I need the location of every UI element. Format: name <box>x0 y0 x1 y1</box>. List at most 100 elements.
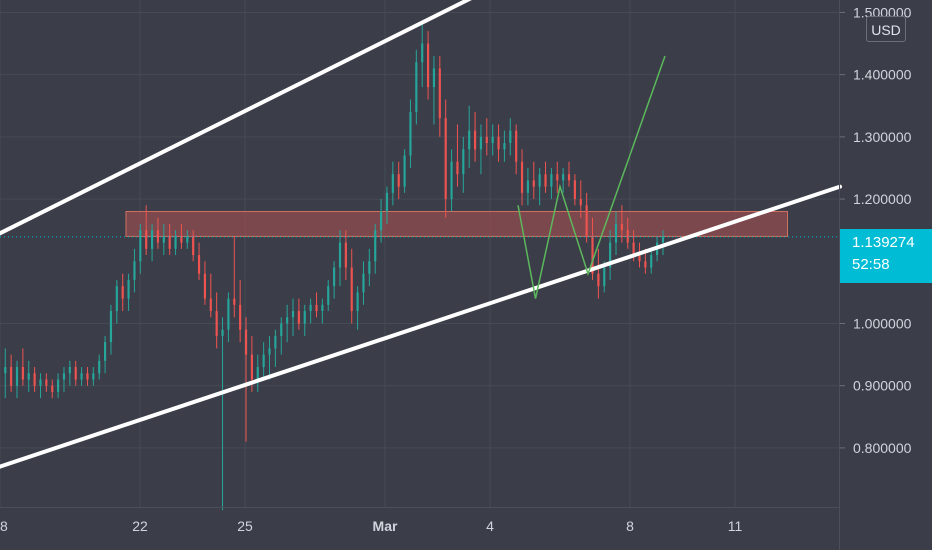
candle-body-up <box>479 136 483 150</box>
time-axis[interactable]: 18 22 25 Mar 4 8 11 <box>0 518 742 534</box>
candle-body-up <box>432 68 436 88</box>
resistance-zone <box>125 211 788 237</box>
candle-body-up <box>62 373 66 380</box>
candle-body-down <box>180 236 183 243</box>
candle-body-up <box>562 174 565 181</box>
candle-body-up <box>526 180 529 193</box>
candle-body-down <box>644 261 647 268</box>
candle-body-up <box>262 354 265 368</box>
y-tick-label: 1.400000 <box>853 67 912 83</box>
candle-body-up <box>650 255 653 268</box>
candle-body-up <box>256 367 259 380</box>
candle-body-up <box>462 149 465 175</box>
candle-body-down <box>456 161 459 175</box>
candle-body-down <box>497 136 500 150</box>
candle-body-up <box>327 286 330 305</box>
candle-body-up <box>103 342 107 361</box>
candle-body-down <box>215 311 218 336</box>
candle-body-down <box>10 367 13 386</box>
candle-body-up <box>303 311 306 324</box>
candle-body-up <box>391 174 394 193</box>
candle-body-down <box>74 367 77 380</box>
candle-body-up <box>268 348 271 355</box>
candle-body-down <box>632 242 635 256</box>
candle-body-down <box>192 236 195 256</box>
candle-body-up <box>368 261 371 274</box>
candle-body-down <box>397 174 400 187</box>
y-tick-label: 1.000000 <box>853 315 912 331</box>
candle-body-up <box>162 236 165 243</box>
candle-body-up <box>115 286 118 312</box>
candle-body-down <box>626 230 629 243</box>
candle-body-down <box>444 118 447 200</box>
currency-button[interactable]: USD <box>866 16 906 42</box>
candle-body-up <box>421 43 424 63</box>
candle-body-up <box>57 379 60 392</box>
candle-layer <box>4 24 665 511</box>
candle-body-up <box>80 373 83 380</box>
candle-body-down <box>121 286 124 299</box>
candle-body-up <box>509 130 512 144</box>
candle-body-up <box>450 161 453 200</box>
candle-body-up <box>133 261 136 280</box>
candle-body-down <box>426 43 430 88</box>
x-tick-label: 25 <box>237 518 253 534</box>
x-tick-label: Mar <box>373 518 398 534</box>
x-tick-label: 8 <box>626 518 634 534</box>
y-tick-label: 0.800000 <box>853 440 912 456</box>
projection-path <box>517 55 666 299</box>
channel-lower-line <box>0 184 842 469</box>
candle-body-up <box>468 130 471 150</box>
candle-body-down <box>197 255 201 274</box>
candle-body-down <box>591 236 594 274</box>
candle-body-up <box>186 236 189 243</box>
candle-body-down <box>473 130 477 150</box>
y-tick-label: 1.200000 <box>853 191 912 207</box>
candle-body-up <box>550 174 553 187</box>
candle-body-up <box>109 311 113 343</box>
candle-body-down <box>638 255 641 262</box>
candle-body-up <box>15 367 19 386</box>
candle-body-up <box>291 311 295 318</box>
candle-body-down <box>145 230 148 249</box>
candle-body-down <box>532 180 535 187</box>
candle-body-up <box>333 267 336 287</box>
candle-body-down <box>567 174 571 181</box>
candle-body-up <box>491 136 494 144</box>
candle-body-down <box>239 304 242 330</box>
candle-body-up <box>98 360 101 374</box>
candle-body-up <box>403 155 406 187</box>
y-tick-label: 0.900000 <box>853 378 912 394</box>
candle-body-down <box>250 354 253 380</box>
candle-body-down <box>597 273 600 287</box>
grid-layer <box>0 0 840 507</box>
price-axis[interactable]: 1.5000001.4000001.3000001.2000001.000000… <box>840 4 912 456</box>
last-price-value: 1.139274 <box>852 234 915 251</box>
candle-body-down <box>168 236 171 249</box>
candle-body-down <box>579 199 582 206</box>
candle-body-down <box>585 205 588 237</box>
candle-body-up <box>356 292 359 312</box>
candle-body-up <box>374 230 377 262</box>
candle-body-up <box>274 335 277 349</box>
zone-layer <box>125 211 788 237</box>
candle-body-down <box>209 298 212 312</box>
candle-body-up <box>309 304 312 312</box>
candle-body-down <box>244 329 248 355</box>
candle-body-down <box>51 385 54 392</box>
candle-body-up <box>415 62 418 112</box>
candle-body-up <box>380 211 383 231</box>
candle-body-up <box>286 317 289 324</box>
channel-upper-line <box>0 0 472 236</box>
x-tick-label: 22 <box>132 518 148 534</box>
candle-body-down <box>438 68 441 119</box>
candle-body-down <box>233 298 236 305</box>
candle-body-up <box>321 304 324 312</box>
candle-body-up <box>227 298 230 330</box>
candle-body-up <box>503 143 506 150</box>
y-tick-label: 1.300000 <box>853 129 912 145</box>
candle-body-up <box>609 242 612 268</box>
candle-body-up <box>362 273 365 293</box>
